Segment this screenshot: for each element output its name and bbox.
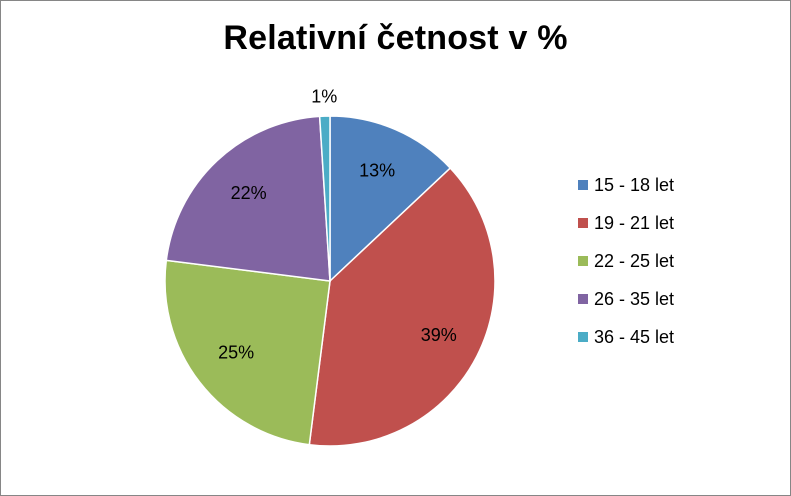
- legend-item: 15 - 18 let: [578, 166, 674, 204]
- data-label: 25%: [218, 343, 254, 363]
- legend-label: 26 - 35 let: [594, 288, 675, 309]
- legend: 15 - 18 let 19 - 21 let 22 - 25 let 26 -…: [578, 166, 674, 356]
- legend-label: 22 - 25 let: [594, 250, 675, 271]
- legend-swatch: [578, 332, 588, 342]
- legend-label: 15 - 18 let: [594, 174, 675, 195]
- slice-19-21: [308, 166, 496, 447]
- data-label: 22%: [231, 183, 267, 203]
- legend-swatch: [578, 180, 588, 190]
- legend-swatch: [578, 256, 588, 266]
- legend-swatch: [578, 218, 588, 228]
- legend-item: 26 - 35 let: [578, 280, 674, 318]
- slice-26-35: [165, 115, 331, 282]
- slice-36-45: [318, 115, 331, 282]
- slice-22-25: [164, 259, 331, 446]
- legend-swatch: [578, 294, 588, 304]
- legend-item: 36 - 45 let: [578, 318, 674, 356]
- legend-label: 36 - 45 let: [594, 326, 675, 347]
- legend-label: 19 - 21 let: [594, 212, 675, 233]
- chart-title: Relativní četnost v %: [223, 19, 568, 57]
- legend-item: 22 - 25 let: [578, 242, 674, 280]
- data-label: 1%: [311, 87, 337, 107]
- data-label: 13%: [359, 161, 395, 181]
- slice-15-18: [329, 115, 452, 283]
- legend-item: 19 - 21 let: [578, 204, 674, 242]
- data-label: 39%: [421, 325, 457, 345]
